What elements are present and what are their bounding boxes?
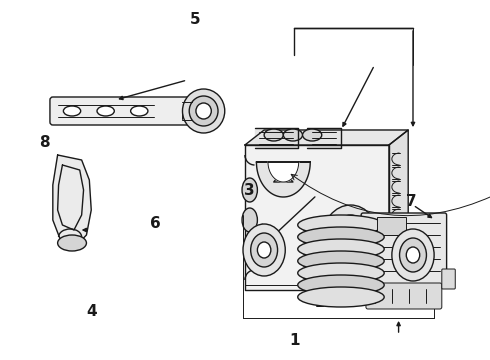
Polygon shape: [245, 130, 408, 145]
Ellipse shape: [331, 215, 370, 265]
Polygon shape: [245, 145, 389, 290]
Ellipse shape: [257, 242, 271, 258]
Ellipse shape: [298, 263, 384, 283]
Polygon shape: [274, 170, 293, 182]
Text: 2: 2: [315, 295, 325, 310]
Ellipse shape: [298, 275, 384, 295]
Ellipse shape: [189, 96, 218, 126]
Ellipse shape: [298, 287, 384, 307]
Polygon shape: [307, 128, 341, 148]
FancyBboxPatch shape: [50, 97, 195, 125]
Polygon shape: [53, 155, 91, 245]
Ellipse shape: [97, 106, 114, 116]
Ellipse shape: [392, 229, 434, 281]
Text: 4: 4: [86, 304, 97, 319]
Text: 8: 8: [39, 135, 50, 150]
Ellipse shape: [298, 239, 384, 259]
Ellipse shape: [298, 227, 384, 247]
Polygon shape: [268, 162, 299, 182]
FancyBboxPatch shape: [442, 269, 455, 289]
Ellipse shape: [399, 238, 426, 272]
Text: 5: 5: [190, 12, 200, 27]
Text: 3: 3: [244, 183, 255, 198]
Ellipse shape: [242, 178, 257, 202]
Ellipse shape: [283, 129, 302, 141]
Ellipse shape: [251, 233, 277, 267]
Ellipse shape: [243, 224, 285, 276]
Polygon shape: [389, 130, 408, 290]
FancyBboxPatch shape: [366, 283, 442, 309]
Ellipse shape: [406, 247, 420, 263]
Text: 6: 6: [150, 216, 161, 231]
Ellipse shape: [322, 205, 379, 275]
Ellipse shape: [298, 251, 384, 271]
Ellipse shape: [131, 106, 148, 116]
Ellipse shape: [63, 106, 81, 116]
Ellipse shape: [341, 228, 360, 252]
Ellipse shape: [196, 103, 211, 119]
Ellipse shape: [242, 208, 257, 232]
Ellipse shape: [58, 235, 86, 251]
FancyBboxPatch shape: [361, 213, 446, 287]
Text: 1: 1: [289, 333, 299, 348]
Ellipse shape: [302, 129, 322, 141]
Ellipse shape: [182, 89, 225, 133]
Polygon shape: [254, 128, 298, 148]
Text: 7: 7: [407, 194, 417, 209]
Bar: [377, 217, 406, 235]
Polygon shape: [256, 162, 310, 197]
Ellipse shape: [298, 215, 384, 235]
FancyBboxPatch shape: [352, 269, 366, 289]
Ellipse shape: [264, 129, 283, 141]
